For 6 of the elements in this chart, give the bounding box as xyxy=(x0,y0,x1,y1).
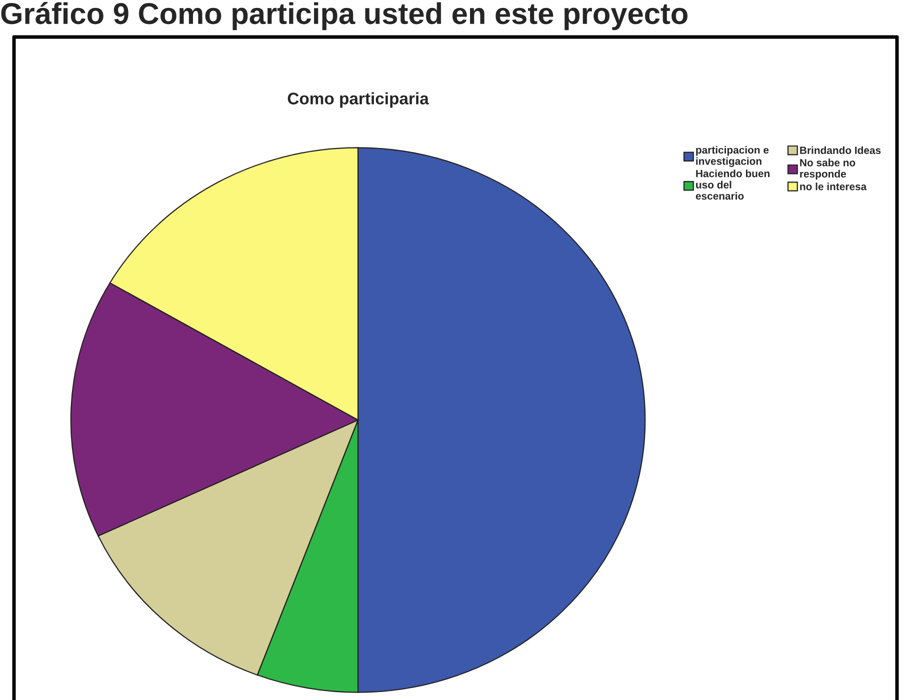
legend-label: Brindando Ideas xyxy=(800,146,881,154)
legend-label: Haciendo buen uso del escenario xyxy=(696,170,770,200)
chart-title: Como participaria xyxy=(288,92,429,108)
legend-label: participacion e investigacion xyxy=(696,146,769,167)
text: Gráfico 9 Como participa usted en este proyecto xyxy=(1,2,688,30)
legend-label: no le interesa xyxy=(800,182,867,190)
